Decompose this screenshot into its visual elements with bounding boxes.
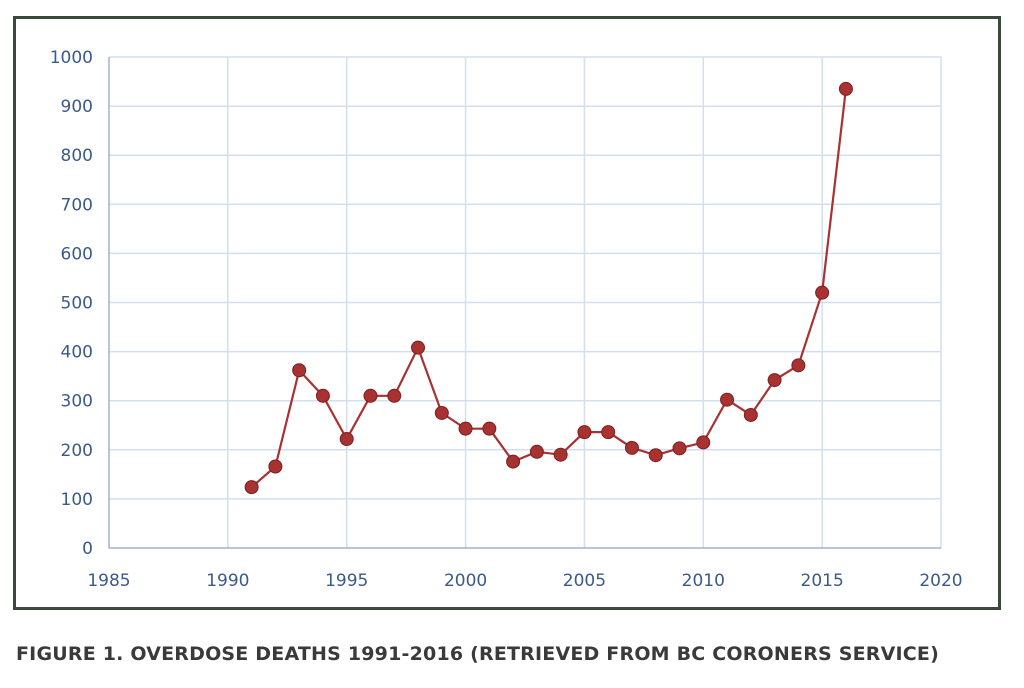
data-point — [838, 81, 853, 96]
y-tick-label: 400 — [61, 343, 93, 363]
data-point — [268, 459, 283, 474]
y-tick-label: 800 — [61, 146, 93, 166]
y-tick-label: 500 — [61, 294, 93, 314]
data-point — [815, 285, 830, 300]
y-tick-labels: 0 100 200 300 400 500 600 700 800 900 1000 — [50, 48, 93, 559]
data-point — [529, 444, 544, 459]
data-point — [791, 358, 806, 373]
figure-caption: FIGURE 1. OVERDOSE DEATHS 1991-2016 (RET… — [16, 643, 939, 665]
x-tick-label: 1995 — [325, 571, 368, 591]
chart-frame — [13, 16, 1001, 610]
data-point — [648, 448, 663, 463]
data-point — [601, 425, 616, 440]
data-point — [553, 447, 568, 462]
y-tick-label: 200 — [61, 441, 93, 461]
data-series — [244, 81, 853, 495]
data-point — [411, 340, 426, 355]
x-tick-label: 2010 — [682, 571, 725, 591]
series-line — [250, 88, 847, 488]
data-point — [720, 392, 735, 407]
data-point — [339, 431, 354, 446]
y-tick-label: 100 — [61, 490, 93, 510]
data-point — [624, 440, 639, 455]
x-tick-label: 2005 — [563, 571, 606, 591]
line-chart: 0 100 200 300 400 500 600 700 800 900 1000 1985 199… — [50, 48, 963, 591]
x-tick-label: 1985 — [87, 571, 130, 591]
data-point — [244, 480, 259, 495]
x-tick-labels: 1985 1990 1995 2000 2005 2010 2015 2020 — [87, 571, 962, 591]
data-point — [506, 454, 521, 469]
x-tick-label: 2020 — [919, 571, 962, 591]
x-tick-label: 1990 — [206, 571, 249, 591]
grid-lines — [109, 56, 942, 548]
data-point — [387, 388, 402, 403]
data-point — [696, 435, 711, 450]
data-point — [292, 363, 307, 378]
data-point — [672, 441, 687, 456]
data-point — [458, 421, 473, 436]
x-tick-label: 2015 — [801, 571, 844, 591]
y-tick-label: 900 — [61, 97, 93, 117]
data-point — [767, 373, 782, 388]
y-tick-label: 700 — [61, 195, 93, 215]
axes — [108, 57, 941, 549]
y-tick-label: 300 — [61, 392, 93, 412]
data-point — [743, 407, 758, 422]
y-tick-label: 1000 — [50, 48, 93, 68]
data-point — [363, 388, 378, 403]
data-point — [577, 425, 592, 440]
x-tick-label: 2000 — [444, 571, 487, 591]
y-tick-label: 0 — [82, 539, 93, 559]
y-tick-label: 600 — [61, 244, 93, 264]
data-point — [434, 405, 449, 420]
data-point — [315, 388, 330, 403]
data-point — [482, 421, 497, 436]
